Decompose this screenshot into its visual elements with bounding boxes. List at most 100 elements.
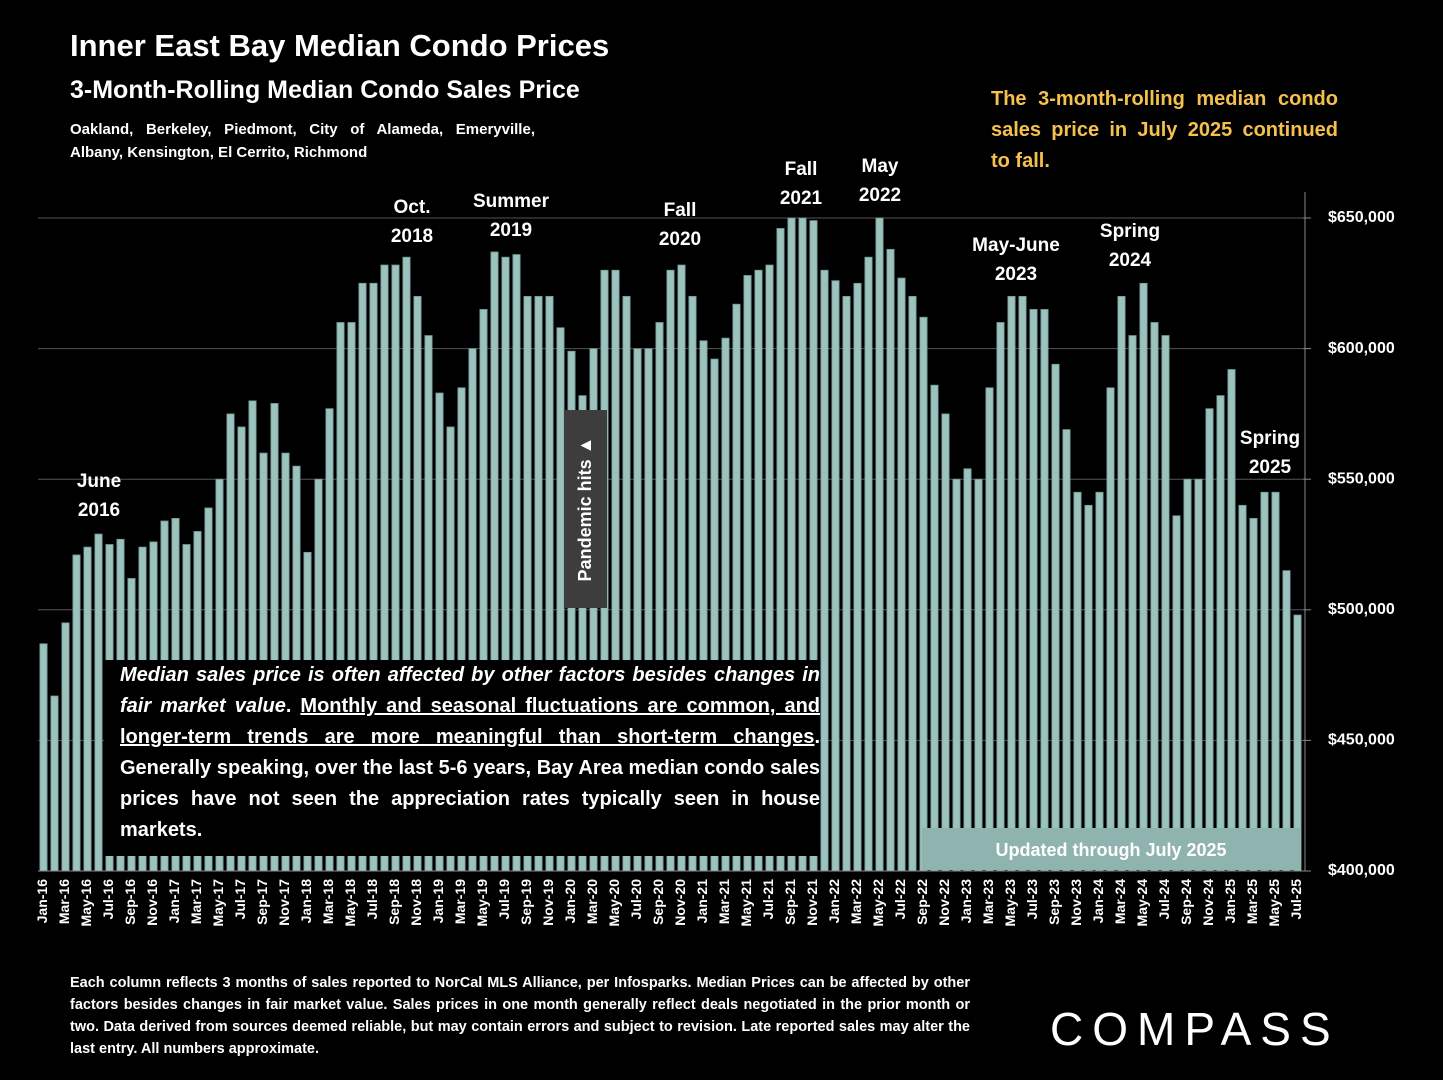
x-tick-label: May-16 — [78, 879, 94, 927]
bar — [1271, 491, 1280, 872]
x-tick-label: Sep-24 — [1178, 879, 1194, 925]
x-tick-label: Jul-17 — [232, 879, 248, 920]
x-tick-label: Mar-23 — [980, 879, 996, 924]
x-tick-label: Jan-20 — [562, 879, 578, 924]
annotation: Spring — [1100, 221, 1160, 242]
annotation: June — [77, 471, 121, 492]
bar — [1073, 491, 1082, 872]
pandemic-box — [564, 410, 607, 608]
annotation: Fall — [785, 159, 818, 180]
bar — [61, 622, 70, 872]
updated-box — [922, 828, 1300, 870]
bar — [1018, 295, 1027, 872]
annotation: 2018 — [391, 226, 433, 247]
note-box: Median sales price is often affected by … — [104, 660, 820, 856]
bar — [1150, 322, 1159, 872]
bar — [72, 554, 81, 872]
bar — [1051, 363, 1060, 872]
bar — [875, 217, 884, 872]
y-tick-label: $600,000 — [1328, 340, 1395, 357]
bar — [1227, 369, 1236, 872]
x-tick-label: Jul-25 — [1288, 879, 1304, 920]
annotation: 2025 — [1249, 457, 1292, 478]
annotation: 2024 — [1109, 250, 1152, 271]
x-tick-label: Jul-18 — [364, 879, 380, 920]
pandemic-label: Pandemic hits ▲ — [575, 437, 595, 582]
updated-label: Updated through July 2025 — [995, 840, 1226, 860]
x-tick-label: Mar-17 — [188, 879, 204, 924]
bar — [1139, 282, 1148, 872]
annotation: Oct. — [394, 197, 431, 218]
cities: Oakland, Berkeley, Piedmont, City of Ala… — [70, 121, 535, 161]
x-tick-label: Jul-21 — [760, 879, 776, 920]
x-tick-label: Jan-17 — [166, 879, 182, 924]
logo: COMPASS — [1050, 1003, 1340, 1055]
annotation: May — [862, 156, 899, 177]
bar — [1161, 335, 1170, 872]
bar — [50, 695, 59, 872]
x-tick-label: Nov-22 — [936, 879, 952, 926]
x-tick-label: Jul-23 — [1024, 879, 1040, 920]
x-tick-label: May-20 — [606, 879, 622, 927]
bar — [1282, 570, 1291, 872]
x-tick-label: Nov-19 — [540, 879, 556, 926]
bar — [1128, 335, 1137, 872]
bar — [39, 643, 48, 872]
x-tick-label: Jan-23 — [958, 879, 974, 924]
x-tick-label: Jul-20 — [628, 879, 644, 920]
bar — [1084, 504, 1093, 872]
x-tick-label: Mar-18 — [320, 879, 336, 924]
side-note: The 3-month-rolling median condo sales p… — [991, 88, 1338, 172]
y-tick-label: $650,000 — [1328, 209, 1395, 226]
bar — [974, 478, 983, 872]
x-tick-label: Nov-21 — [804, 879, 820, 926]
bar — [1106, 387, 1115, 872]
x-tick-label: May-21 — [738, 879, 754, 927]
x-tick-label: Mar-19 — [452, 879, 468, 924]
x-tick-label: Nov-17 — [276, 879, 292, 926]
x-tick-label: Nov-20 — [672, 879, 688, 926]
annotation: 2023 — [995, 264, 1037, 285]
annotation: 2019 — [490, 220, 532, 241]
bar — [1095, 491, 1104, 872]
annotation: 2016 — [78, 500, 120, 521]
x-tick-label: Mar-22 — [848, 879, 864, 924]
x-tick-label: May-17 — [210, 879, 226, 927]
x-tick-label: May-19 — [474, 879, 490, 927]
x-tick-label: Sep-18 — [386, 879, 402, 925]
x-tick-label: Mar-20 — [584, 879, 600, 924]
x-tick-label: Sep-21 — [782, 879, 798, 925]
chart-title: Inner East Bay Median Condo Prices — [70, 28, 610, 63]
annotation: May-June — [972, 235, 1060, 256]
bar — [1007, 295, 1016, 872]
bar — [1249, 517, 1258, 872]
bar — [908, 295, 917, 872]
x-tick-label: Mar-21 — [716, 879, 732, 924]
x-tick-label: May-23 — [1002, 879, 1018, 927]
bar — [864, 256, 873, 872]
bar — [952, 478, 961, 872]
x-tick-label: Jan-25 — [1222, 879, 1238, 924]
bar — [919, 316, 928, 872]
note-text: Median sales price is often affected by … — [120, 664, 820, 717]
x-tick-label: Jul-16 — [100, 879, 116, 920]
bar — [853, 282, 862, 872]
x-tick-label: Jul-22 — [892, 879, 908, 920]
bar — [1238, 504, 1247, 872]
x-tick-label: Nov-23 — [1068, 879, 1084, 926]
annotation: 2021 — [780, 188, 823, 209]
x-tick-label: May-25 — [1266, 879, 1282, 927]
x-tick-label: Sep-23 — [1046, 879, 1062, 925]
bar — [820, 269, 829, 872]
note-text: Monthly and seasonal fluctuations are co… — [120, 695, 821, 748]
x-tick-label: May-24 — [1134, 879, 1150, 927]
note-text: . Generally speaking, over the last 5-6 … — [120, 726, 820, 841]
y-tick-label: $550,000 — [1328, 470, 1395, 487]
bar — [842, 295, 851, 872]
x-tick-label: Nov-24 — [1200, 879, 1216, 926]
x-tick-label: May-18 — [342, 879, 358, 927]
bar — [1205, 408, 1214, 872]
x-tick-label: Mar-16 — [56, 879, 72, 924]
bar — [1260, 491, 1269, 872]
x-tick-label: Jan-18 — [298, 879, 314, 924]
